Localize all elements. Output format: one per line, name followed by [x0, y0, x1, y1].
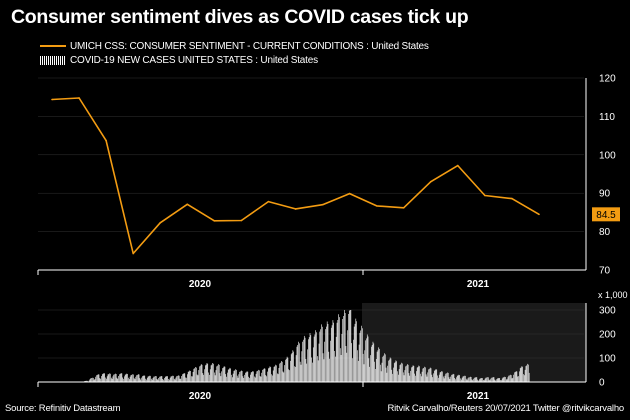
- y-tick-label: 100: [599, 354, 616, 365]
- sentiment-point: [348, 192, 351, 195]
- y-tick-label: 200: [599, 330, 616, 341]
- legend-label-sentiment: UMICH CSS: CONSUMER SENTIMENT - CURRENT …: [70, 41, 429, 52]
- y-units-label: x 1,000: [598, 290, 628, 300]
- x-tick-label: 2020: [189, 391, 212, 402]
- y-tick-label: 90: [599, 189, 611, 200]
- legend-swatch-line: [40, 45, 66, 48]
- x-tick-label: 2020: [189, 279, 212, 290]
- y-tick-label: 110: [599, 112, 615, 123]
- y-tick-label: 100: [599, 150, 616, 161]
- sentiment-point: [538, 213, 540, 216]
- last-value-badge: [592, 207, 620, 222]
- y-tick-label: 120: [599, 74, 616, 85]
- legend-item-sentiment: UMICH CSS: CONSUMER SENTIMENT - CURRENT …: [40, 41, 429, 52]
- sentiment-point: [132, 252, 134, 255]
- y-tick-label: 70: [599, 266, 611, 277]
- highlight-band: [362, 303, 586, 382]
- sentiment-point: [484, 194, 486, 197]
- sentiment-point: [105, 139, 107, 142]
- sentiment-point: [186, 203, 189, 206]
- sentiment-point: [457, 164, 459, 167]
- x-tick-label: 2021: [467, 279, 490, 290]
- sentiment-point: [159, 221, 162, 224]
- x-tick-label: 2021: [467, 391, 490, 402]
- credit-note: Ritvik Carvalho/Reuters 20/07/2021 Twitt…: [387, 403, 624, 414]
- sentiment-point: [321, 203, 324, 206]
- sentiment-point: [51, 98, 53, 101]
- y-tick-label: 80: [599, 227, 611, 238]
- sentiment-point: [402, 206, 405, 209]
- y-tick-label: 0: [599, 378, 605, 389]
- chart-title: Consumer sentiment dives as COVID cases …: [11, 6, 469, 28]
- sentiment-point: [429, 180, 432, 183]
- sentiment-point: [78, 97, 80, 99]
- y-tick-label: 300: [599, 306, 616, 317]
- sentiment-line: [51, 97, 540, 255]
- last-value-label: 84.5: [596, 210, 616, 221]
- sentiment-point: [267, 200, 270, 203]
- legend-label-cases: COVID-19 NEW CASES UNITED STATES : Unite…: [70, 55, 318, 66]
- sentiment-point: [213, 220, 216, 222]
- source-note: Source: Refinitiv Datastream: [5, 403, 121, 414]
- legend-item-cases: COVID-19 NEW CASES UNITED STATES : Unite…: [40, 55, 318, 66]
- sentiment-point: [240, 219, 243, 222]
- sentiment-point: [375, 205, 378, 207]
- sentiment-point: [294, 208, 297, 210]
- sentiment-point: [511, 197, 513, 200]
- legend-swatch-bars: [40, 55, 66, 65]
